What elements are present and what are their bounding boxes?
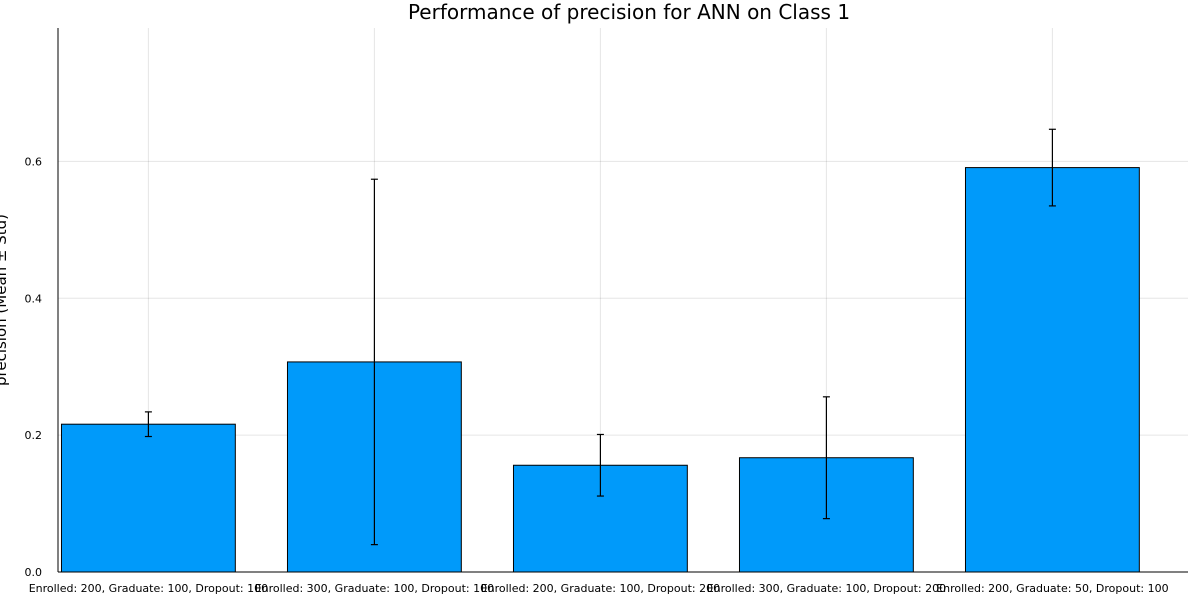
bar <box>60 423 236 573</box>
y-tick-label: 0.4 <box>25 292 43 305</box>
y-axis-label: precision (Mean ± Std) <box>0 214 10 386</box>
y-tick-label: 0.6 <box>25 155 43 168</box>
x-tick-label: Enrolled: 200, Graduate: 100, Dropout: 1… <box>29 582 268 595</box>
x-tick-label: Enrolled: 200, Graduate: 50, Dropout: 10… <box>936 582 1168 595</box>
x-ticks: Enrolled: 200, Graduate: 100, Dropout: 1… <box>29 582 1169 595</box>
y-tick-label: 0.0 <box>25 566 43 579</box>
bars-layer <box>60 167 1140 573</box>
y-tick-label: 0.2 <box>25 429 43 442</box>
y-ticks: 0.0 0.2 0.4 0.6 <box>25 155 43 579</box>
x-tick-label: Enrolled: 300, Graduate: 100, Dropout: 2… <box>707 582 946 595</box>
x-tick-label: Enrolled: 200, Graduate: 100, Dropout: 2… <box>481 582 720 595</box>
x-tick-label: Enrolled: 300, Graduate: 100, Dropout: 1… <box>255 582 494 595</box>
chart-title: Performance of precision for ANN on Clas… <box>408 0 850 24</box>
bar <box>964 167 1140 573</box>
error-bars-layer <box>144 128 1056 546</box>
